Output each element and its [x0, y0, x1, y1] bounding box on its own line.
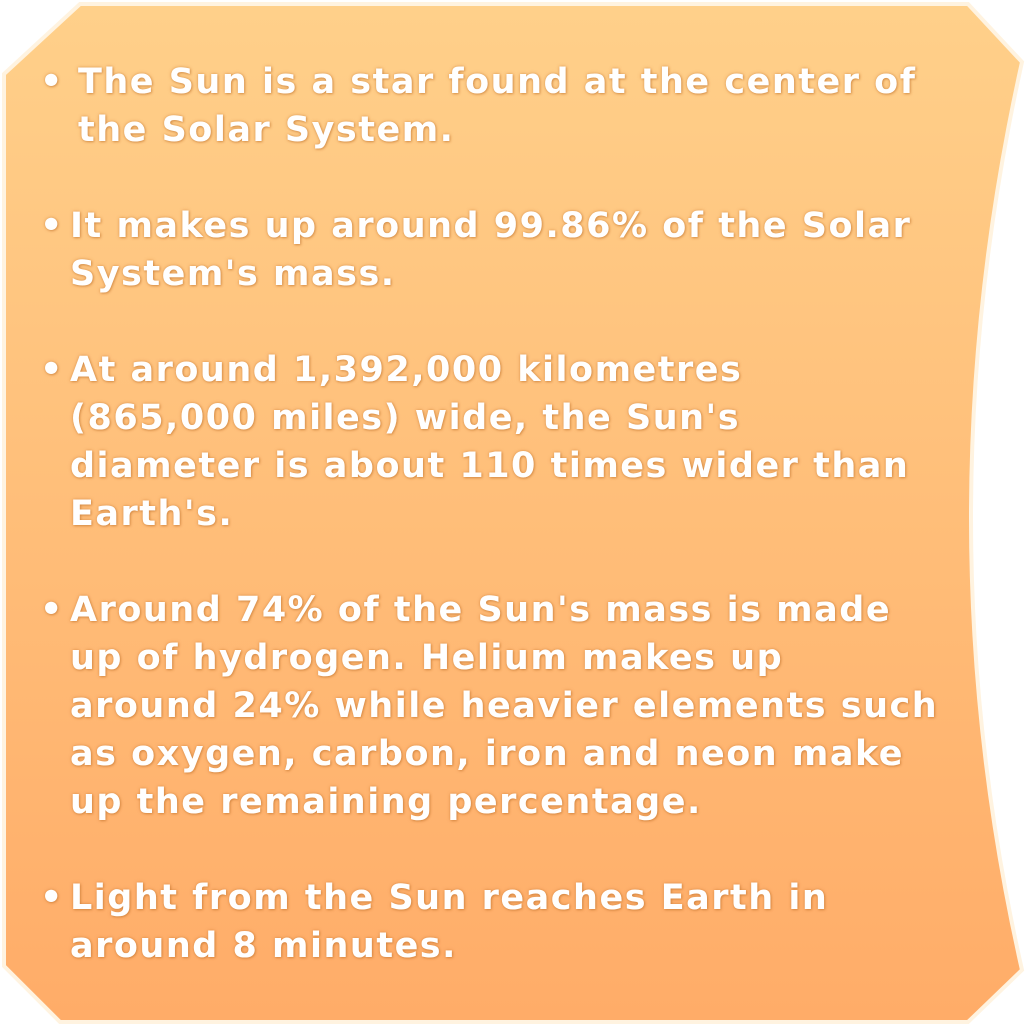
fact-text: At around 1,392,000 kilometres (865,000 … [70, 350, 910, 534]
list-item: • Light from the Sun reaches Earth in ar… [40, 874, 940, 970]
bullet-icon: • [40, 590, 64, 630]
list-item: • At around 1,392,000 kilometres (865,00… [40, 346, 940, 538]
bullet-icon: • [40, 350, 64, 390]
fact-text: Light from the Sun reaches Earth in arou… [70, 878, 829, 966]
list-item: • Around 74% of the Sun's mass is made u… [40, 586, 940, 826]
fact-text: The Sun is a star found at the center of… [78, 62, 917, 150]
fact-text: Around 74% of the Sun's mass is made up … [70, 590, 939, 822]
bullet-icon: • [40, 878, 64, 918]
bullet-icon: • [40, 62, 64, 102]
list-item: • It makes up around 99.86% of the Solar… [40, 202, 940, 298]
bullet-icon: • [40, 206, 64, 246]
list-item: • The Sun is a star found at the center … [40, 58, 940, 154]
fact-text: It makes up around 99.86% of the Solar S… [70, 206, 912, 294]
facts-list: • The Sun is a star found at the center … [40, 58, 940, 1018]
